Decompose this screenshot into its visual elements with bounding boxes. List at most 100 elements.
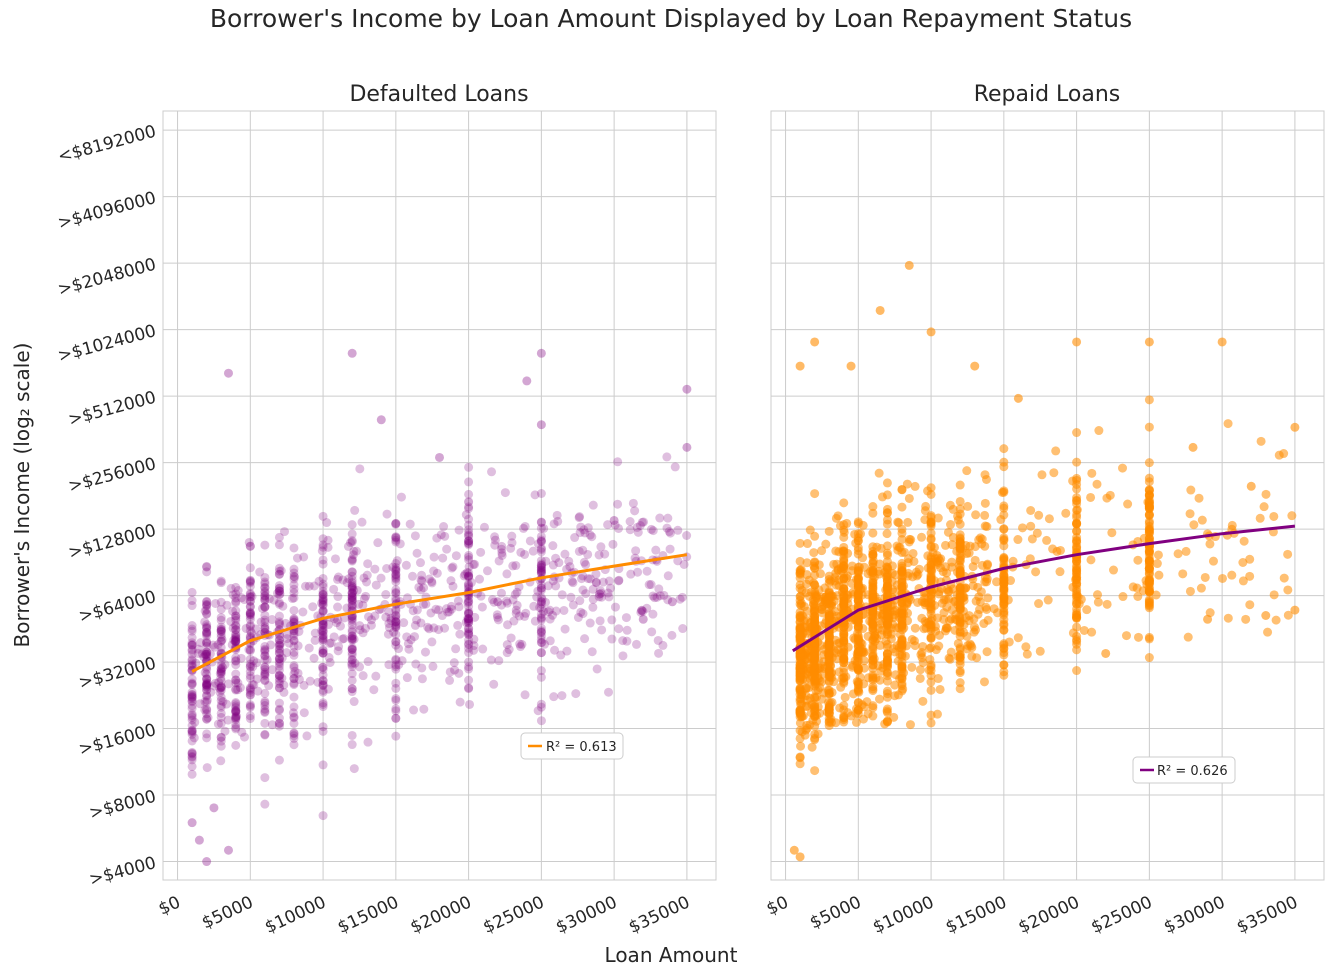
scatter-point: [350, 658, 360, 668]
scatter-point: [854, 635, 864, 645]
scatter-point: [1283, 585, 1293, 595]
scatter-point: [318, 606, 328, 616]
scatter-point: [187, 640, 197, 650]
scatter-point: [274, 611, 284, 621]
scatter-point: [201, 649, 211, 659]
scatter-point: [347, 529, 357, 539]
scatter-point: [202, 729, 212, 739]
scatter-point: [424, 574, 434, 584]
scatter-point: [358, 671, 368, 681]
scatter-point: [275, 589, 285, 599]
scatter-point: [1107, 528, 1117, 538]
scatter-point: [304, 643, 314, 653]
scatter-point: [1076, 594, 1086, 604]
scatter-point: [289, 647, 299, 657]
scatter-point: [1144, 458, 1154, 468]
scatter-point: [469, 634, 479, 644]
scatter-point: [347, 669, 357, 679]
scatter-point: [432, 568, 442, 578]
scatter-point: [187, 674, 197, 684]
scatter-point: [442, 544, 452, 554]
scatter-point: [503, 620, 513, 630]
scatter-point: [347, 644, 357, 654]
scatter-point: [402, 673, 412, 683]
scatter-point: [251, 624, 261, 634]
scatter-point: [397, 656, 407, 666]
scatter-point: [536, 666, 546, 676]
scatter-point: [402, 632, 412, 642]
scatter-point: [231, 713, 241, 723]
scatter-point: [632, 522, 642, 532]
scatter-point: [606, 583, 616, 593]
scatter-point: [552, 510, 562, 520]
scatter-point: [1118, 592, 1128, 602]
scatter-point: [682, 384, 692, 394]
scatter-point: [289, 584, 299, 594]
scatter-point: [543, 607, 553, 617]
scatter-point: [245, 608, 255, 618]
scatter-point: [405, 519, 415, 529]
scatter-point: [245, 607, 255, 617]
scatter-point: [313, 677, 323, 687]
scatter-point: [216, 708, 226, 718]
scatter-point: [260, 675, 270, 685]
x-tick-label: $30000: [1161, 892, 1228, 938]
scatter-point: [655, 513, 665, 523]
scatter-point: [539, 606, 549, 616]
scatter-point: [810, 489, 820, 499]
scatter-point: [540, 639, 550, 649]
scatter-point: [366, 620, 376, 630]
scatter-point: [1227, 570, 1237, 580]
scatter-point: [231, 596, 241, 606]
scatter-point: [289, 680, 299, 690]
scatter-point: [318, 670, 328, 680]
scatter-point: [514, 611, 524, 621]
scatter-point: [810, 337, 820, 347]
scatter-point: [249, 656, 259, 666]
scatter-point: [835, 703, 845, 713]
scatter-point: [203, 713, 213, 723]
scatter-point: [801, 725, 811, 735]
scatter-point: [1072, 610, 1082, 620]
scatter-point: [187, 646, 197, 656]
scatter-point: [289, 650, 299, 660]
scatter-point: [318, 625, 328, 635]
scatter-point: [853, 613, 863, 623]
scatter-point: [667, 630, 677, 640]
scatter-point: [1144, 477, 1154, 487]
scatter-point: [216, 667, 226, 677]
scatter-point: [218, 697, 228, 707]
scatter-point: [266, 640, 276, 650]
scatter-point: [391, 562, 401, 572]
scatter-point: [941, 594, 951, 604]
scatter-point: [318, 596, 328, 606]
scatter-point: [318, 676, 328, 686]
scatter-point: [347, 627, 357, 637]
scatter-point: [282, 629, 292, 639]
scatter-point: [596, 588, 606, 598]
scatter-point: [464, 571, 474, 581]
scatter-point: [530, 490, 540, 500]
scatter-point: [411, 659, 421, 669]
scatter-point: [999, 535, 1009, 545]
scatter-point: [571, 689, 581, 699]
scatter-point: [274, 659, 284, 669]
scatter-point: [842, 518, 852, 528]
scatter-point: [654, 584, 664, 594]
scatter-point: [274, 679, 284, 689]
scatter-point: [362, 577, 372, 587]
scatter-point: [410, 531, 420, 541]
scatter-point: [366, 615, 376, 625]
scatter-point: [817, 546, 827, 556]
scatter-point: [360, 623, 370, 633]
scatter-point: [496, 544, 506, 554]
scatter-point: [347, 536, 357, 546]
scatter-point: [1072, 645, 1082, 655]
scatter-point: [274, 653, 284, 663]
scatter-point: [228, 590, 238, 600]
scatter-point: [926, 718, 936, 728]
scatter-point: [464, 624, 474, 634]
scatter-point: [536, 583, 546, 593]
scatter-point: [274, 583, 284, 593]
scatter-point: [318, 634, 328, 644]
